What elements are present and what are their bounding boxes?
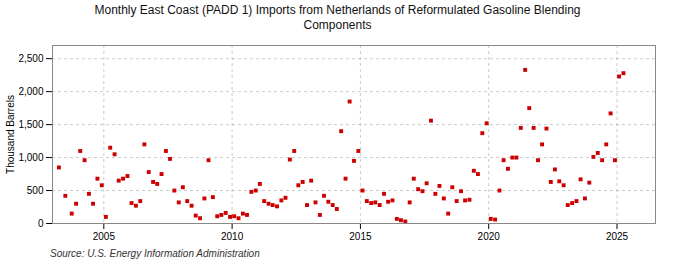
svg-text:2020: 2020 bbox=[478, 231, 501, 242]
svg-text:Thousand Barrels: Thousand Barrels bbox=[5, 95, 16, 174]
svg-text:2005: 2005 bbox=[93, 231, 116, 242]
html-text:Source: U.S. Energy Informatio: Source: U.S. Energy Information Administ… bbox=[50, 248, 260, 259]
svg-text:0: 0 bbox=[38, 218, 44, 229]
svg-text:2,000: 2,000 bbox=[18, 86, 43, 97]
svg-text:1,000: 1,000 bbox=[18, 152, 43, 163]
svg-text:2015: 2015 bbox=[349, 231, 372, 242]
svg-text:500: 500 bbox=[27, 185, 44, 196]
svg-text:1,500: 1,500 bbox=[18, 119, 43, 130]
svg-text:2010: 2010 bbox=[221, 231, 244, 242]
svg-text:2,500: 2,500 bbox=[18, 53, 43, 64]
html-text:Monthly East Coast (PADD 1) Im: Monthly East Coast (PADD 1) Imports from… bbox=[94, 3, 581, 32]
svg-text:2025: 2025 bbox=[606, 231, 629, 242]
